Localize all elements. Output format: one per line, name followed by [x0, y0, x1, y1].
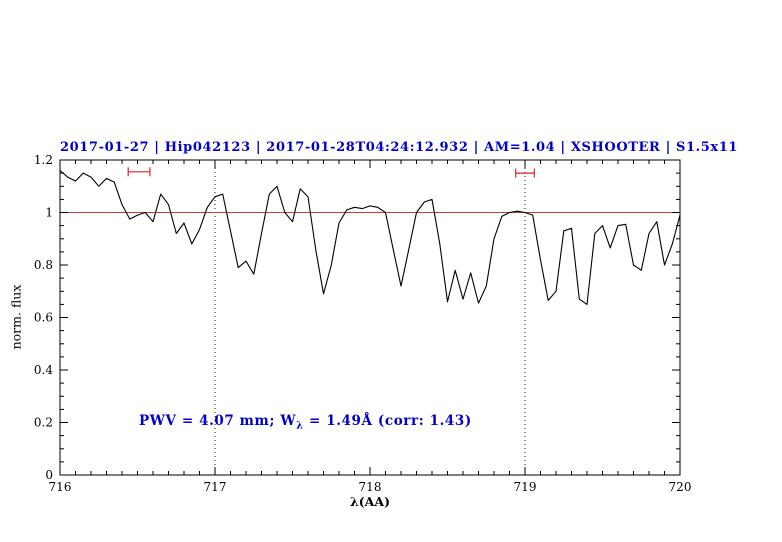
x-tick-label: 718 [359, 480, 382, 494]
x-tick-label: 720 [669, 480, 692, 494]
y-tick-label: 1.2 [34, 153, 53, 167]
y-tick-label: 0.6 [34, 311, 53, 325]
x-tick-label: 719 [514, 480, 537, 494]
y-tick-label: 0 [45, 468, 53, 482]
pwv-annotation: PWV = 4.07 mm; Wλ = 1.49Å (corr: 1.43) [139, 413, 472, 432]
x-axis-label: λ(AA) [350, 494, 390, 509]
x-tick-label: 717 [204, 480, 227, 494]
spectrum-curve [59, 170, 681, 305]
x-tick-label: 716 [49, 480, 72, 494]
y-tick-label: 0.2 [34, 416, 53, 430]
annotation-text-before: PWV = 4.07 mm; W [139, 413, 297, 429]
annotation-text-after: = 1.49Å (corr: 1.43) [303, 413, 472, 429]
annotation-lambda-subscript: λ [296, 420, 304, 432]
y-tick-label: 0.4 [34, 363, 53, 377]
y-tick-label: 0.8 [34, 258, 53, 272]
plot-title: 2017-01-27 | Hip042123 | 2017-01-28T04:2… [60, 140, 739, 155]
y-axis-label: norm. flux [8, 284, 24, 350]
y-tick-label: 1 [45, 206, 53, 220]
